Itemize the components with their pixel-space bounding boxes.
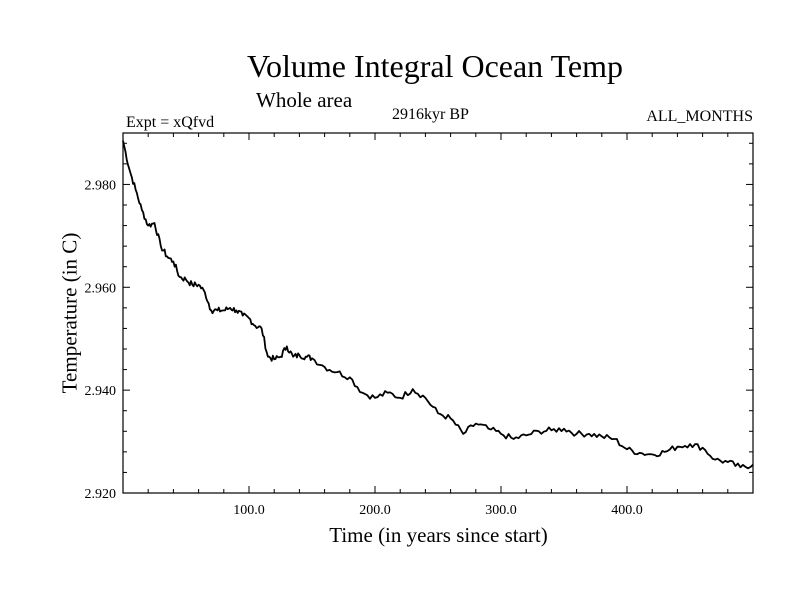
y-tick-label: 2.960: [85, 281, 117, 296]
x-tick-label: 100.0: [233, 503, 265, 518]
experiment-label: Expt = xQfvd: [126, 114, 215, 131]
period-label: 2916kyr BP: [392, 106, 469, 123]
chart-subtitle: Whole area: [256, 88, 353, 112]
y-tick-label: 2.980: [85, 178, 117, 193]
x-tick-label: 400.0: [611, 503, 643, 518]
y-tick-label: 2.920: [85, 487, 117, 502]
y-tick-label: 2.940: [85, 384, 117, 399]
x-tick-label: 200.0: [359, 503, 391, 518]
months-label: ALL_MONTHS: [646, 108, 753, 125]
chart-title: Volume Integral Ocean Temp: [246, 48, 623, 84]
axis-tick-labels: 100.0 200.0 300.0 400.0 2.920 2.940 2.960 2.980: [85, 178, 643, 518]
y-axis-label: Temperature (in C): [57, 232, 82, 394]
plot-frame: [122, 132, 754, 494]
series-line: [122, 140, 754, 470]
axis-ticks: [123, 133, 753, 494]
x-axis-label: Time (in years since start): [329, 523, 548, 547]
x-tick-label: 300.0: [485, 503, 517, 518]
